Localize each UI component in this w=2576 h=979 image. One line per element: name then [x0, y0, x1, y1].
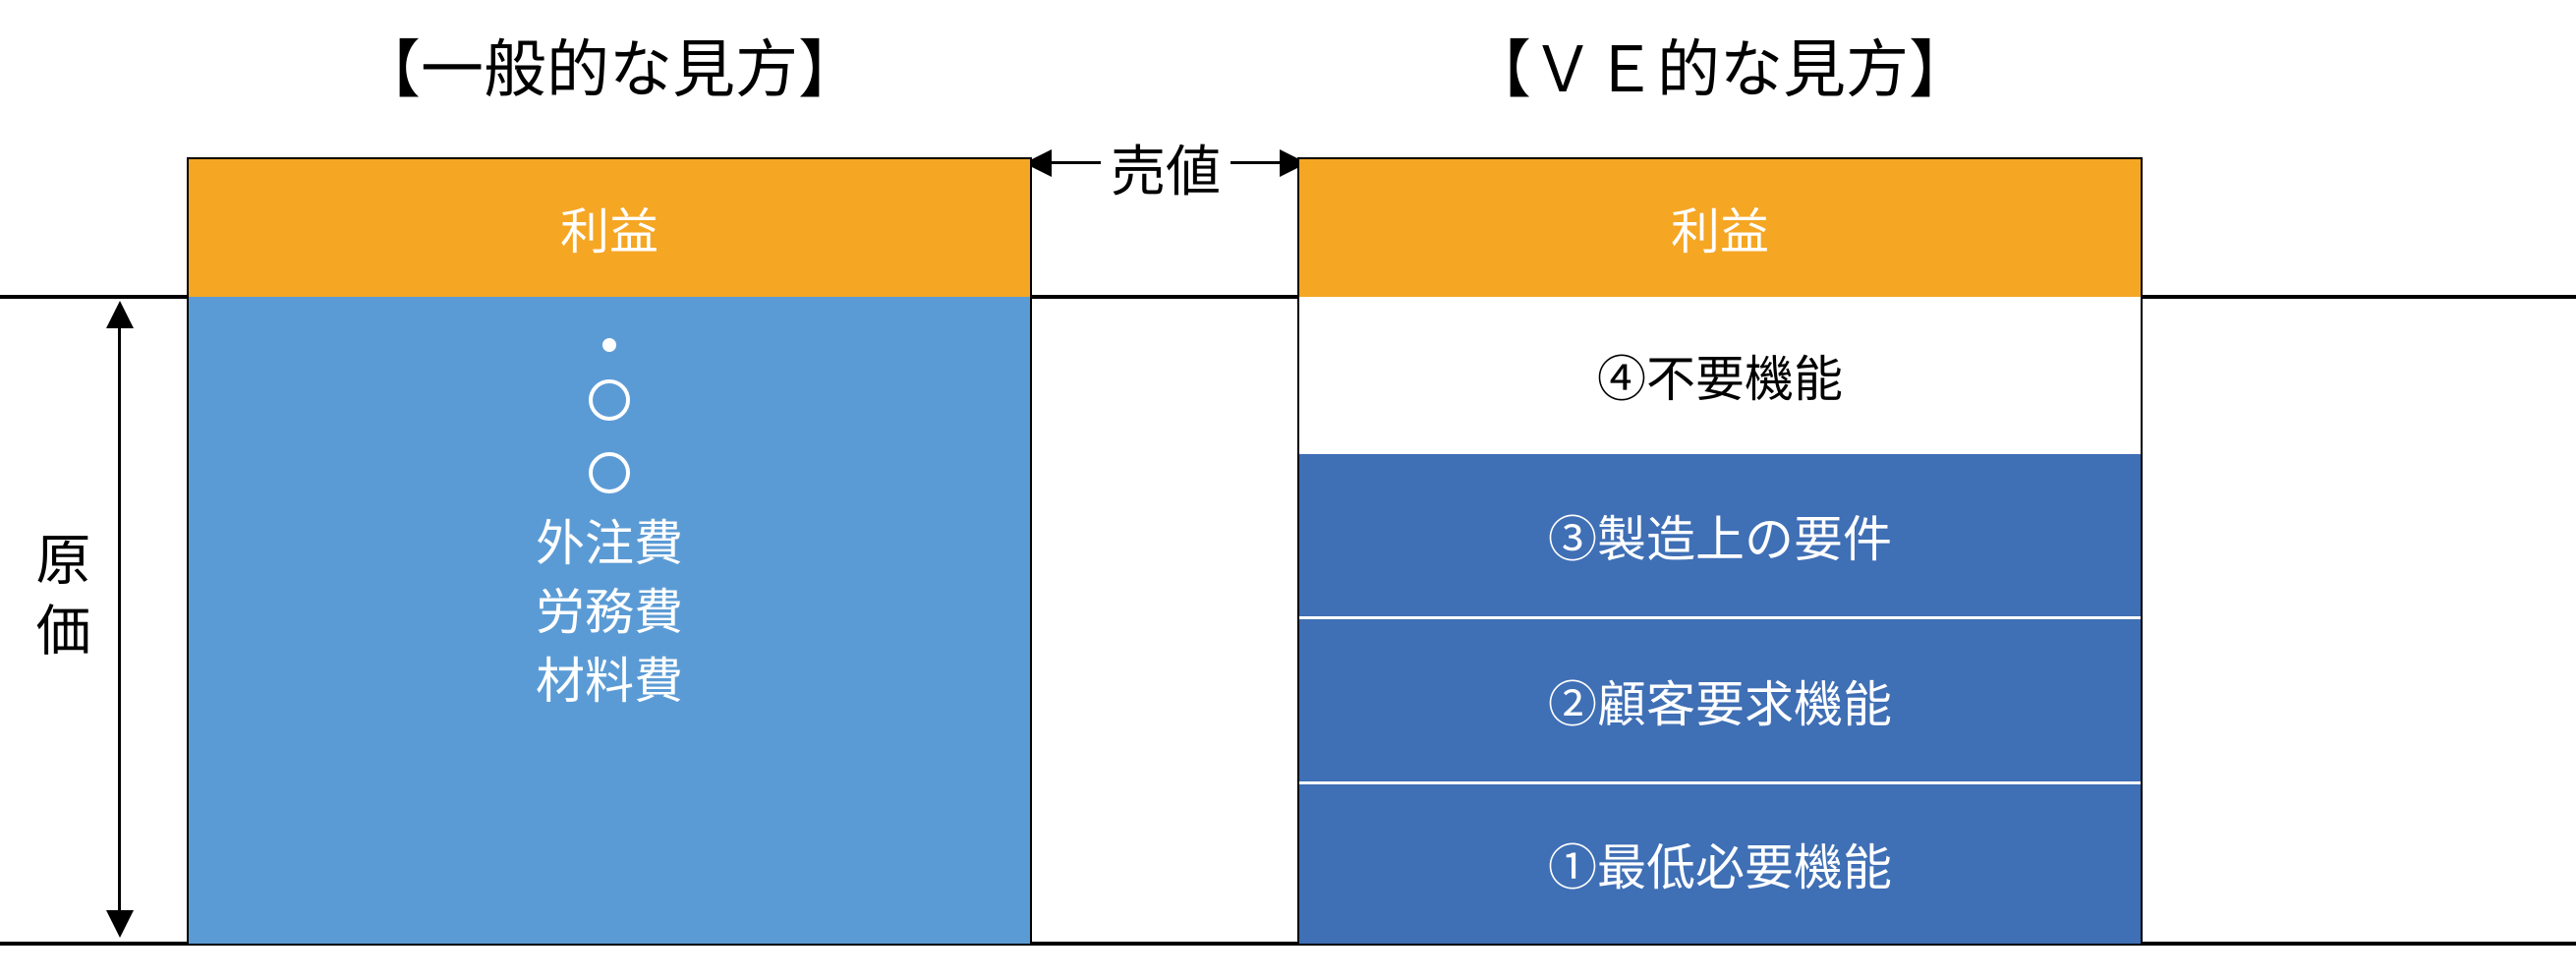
right-profit-label: 利益: [1671, 193, 1769, 263]
right-item-4: ④不要機能: [1299, 297, 2141, 454]
left-cost-item-0: 外注費: [536, 509, 683, 578]
right-item-2-label: ②顧客要求機能: [1548, 665, 1892, 736]
right-profit: 利益: [1299, 159, 2141, 297]
left-bar: 利益 外注費 労務費 材料費: [187, 157, 1032, 944]
right-item-3-label: ③製造上の要件: [1548, 500, 1892, 571]
right-bar: 利益 ④不要機能 ③製造上の要件 ②顧客要求機能 ①最低必要機能: [1297, 157, 2143, 944]
ellipsis-circle-2: [589, 452, 630, 493]
ellipsis-circle-1: [589, 379, 630, 421]
right-item-2: ②顧客要求機能: [1299, 619, 2141, 781]
left-cost-item-2: 材料費: [536, 647, 683, 716]
vline-cost-arrow: [118, 322, 121, 916]
left-profit: 利益: [189, 159, 1030, 297]
right-item-4-label: ④不要機能: [1597, 340, 1843, 411]
side-label-cost: 原価: [20, 531, 99, 672]
left-cost-item-1: 労務費: [536, 578, 683, 647]
right-item-1: ①最低必要機能: [1299, 784, 2141, 944]
center-top-label: 売値: [1111, 128, 1221, 207]
left-profit-label: 利益: [560, 193, 658, 263]
ellipsis-dot: [602, 338, 616, 352]
title-right: 【ＶＥ的な見方】: [1396, 20, 2044, 110]
left-cost-block: 外注費 労務費 材料費: [189, 297, 1030, 944]
title-left: 【一般的な見方】: [295, 20, 924, 110]
arrow-head-up: [106, 301, 134, 328]
arrow-head-down: [106, 910, 134, 938]
right-item-1-label: ①最低必要機能: [1548, 829, 1892, 899]
right-item-3: ③製造上の要件: [1299, 454, 2141, 616]
